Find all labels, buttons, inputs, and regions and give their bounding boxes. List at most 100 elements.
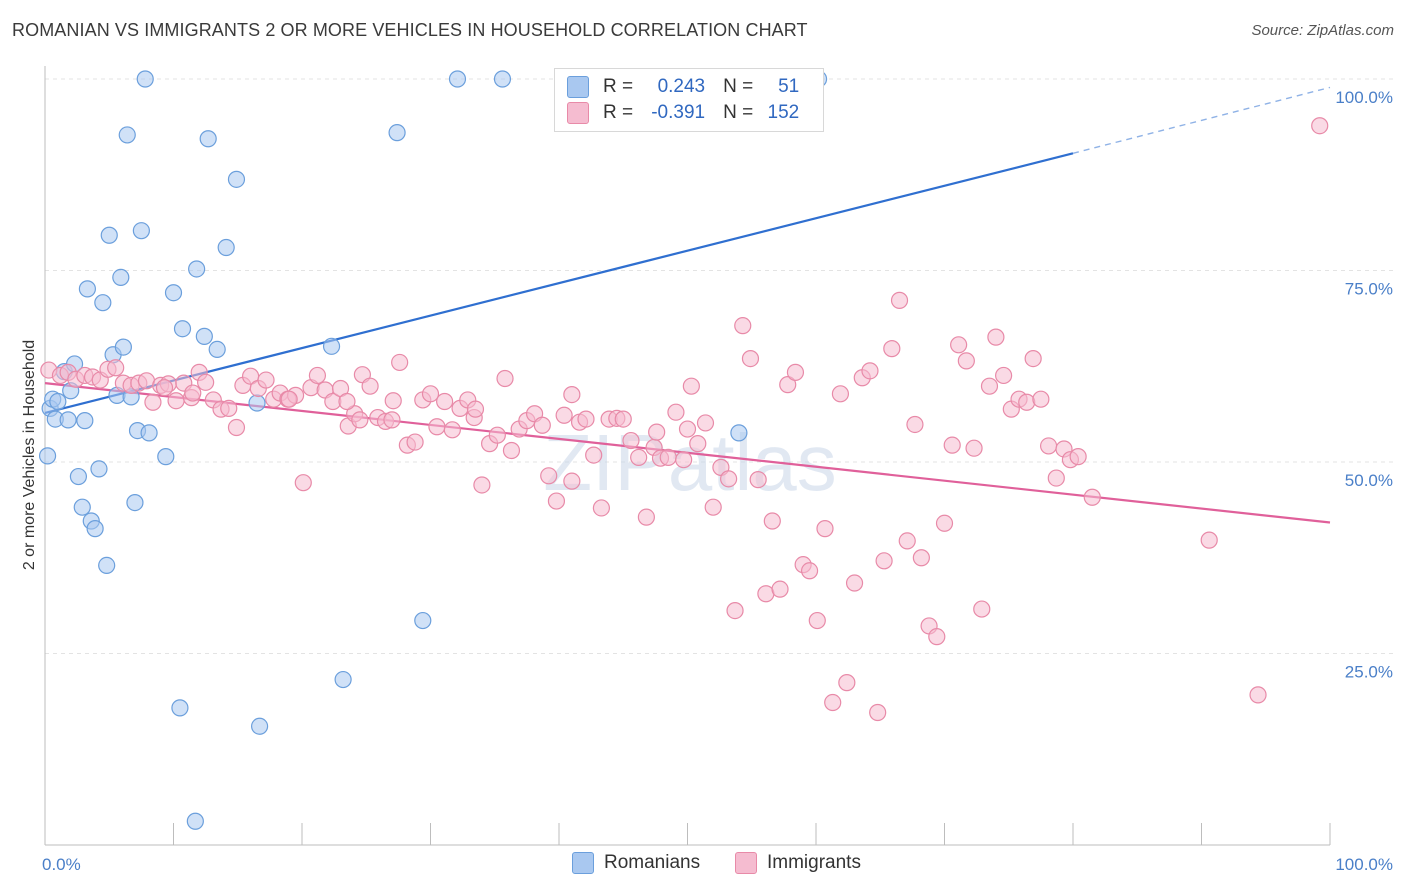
immigrants-point <box>1047 469 1065 487</box>
immigrants-point <box>816 520 834 538</box>
stats-legend: R = 0.243 N = 51 R = -0.391 N = 152 <box>554 68 824 132</box>
immigrants-point <box>473 476 491 494</box>
x-tick-label: 0.0% <box>42 855 81 874</box>
r-label: R = <box>603 102 634 123</box>
romanians-point <box>217 238 235 257</box>
romanians-point <box>227 170 246 188</box>
r-value: 0.243 <box>657 76 706 97</box>
immigrants-point <box>648 423 666 441</box>
romanians-point <box>730 424 748 442</box>
immigrants-point <box>720 470 738 488</box>
immigrants-point <box>436 392 454 411</box>
immigrants-point <box>950 336 968 354</box>
y-tick-label: 50.0% <box>1345 471 1393 490</box>
romanians-point <box>114 338 132 356</box>
romanians-point <box>199 130 217 148</box>
immigrants-point <box>741 349 760 368</box>
immigrants-point <box>845 574 864 592</box>
romanians-point <box>136 70 154 88</box>
legend-label-immigrants: Immigrants <box>767 852 861 873</box>
immigrants-point <box>965 439 983 457</box>
immigrants-point <box>838 674 856 692</box>
immigrants-point <box>995 366 1013 385</box>
immigrants-point <box>875 552 893 570</box>
y-axis-label: 2 or more Vehicles in Household <box>21 340 38 570</box>
immigrants-point <box>1024 349 1042 368</box>
immigrants-point <box>637 508 655 526</box>
immigrants-point <box>898 532 916 550</box>
immigrants-point <box>869 703 887 722</box>
romanians-point <box>195 327 213 345</box>
immigrants-point <box>107 359 125 377</box>
immigrants-point <box>675 451 693 469</box>
immigrants-point <box>726 602 744 620</box>
y-tick-label: 25.0% <box>1345 663 1393 682</box>
romanians-point <box>208 340 226 358</box>
romanians-point <box>69 467 88 486</box>
romanians-swatch <box>567 76 589 98</box>
immigrants-swatch <box>735 852 757 874</box>
immigrants-point <box>935 514 954 532</box>
immigrants-point <box>682 377 700 395</box>
grid-lines <box>45 78 1395 654</box>
immigrants-point <box>824 693 842 712</box>
romanians-point <box>164 284 183 302</box>
legend-item-immigrants[interactable]: Immigrants <box>735 852 861 874</box>
n-value: 51 <box>778 76 800 97</box>
legend-item-romanians[interactable]: Romanians <box>572 852 700 874</box>
romanians-point <box>157 448 175 466</box>
immigrants-point <box>957 352 975 370</box>
y-tick-label: 75.0% <box>1345 280 1393 299</box>
immigrants-point <box>563 472 581 490</box>
legend-row-immigrants: R = -0.391 N = 152 <box>567 101 799 125</box>
n-value: 152 <box>767 102 800 123</box>
immigrants-point <box>883 340 901 358</box>
romanians-point <box>171 699 189 717</box>
immigrants-point <box>294 474 312 492</box>
immigrants-point <box>1249 686 1267 704</box>
n-label: N = <box>723 76 754 97</box>
source-label: Source: ZipAtlas.com <box>1251 22 1394 39</box>
immigrants-point <box>488 426 506 444</box>
romanians-swatch <box>572 852 594 874</box>
romanians-point <box>76 412 94 430</box>
romanians-point <box>49 392 67 411</box>
immigrants-point <box>861 362 879 380</box>
immigrants-point <box>540 467 558 485</box>
immigrants-point <box>749 471 767 489</box>
immigrants-point <box>144 393 162 411</box>
immigrants-point <box>1083 488 1101 506</box>
romanians-trend-line <box>44 152 1074 415</box>
romanians-point <box>188 260 206 278</box>
immigrants-point <box>555 406 573 424</box>
immigrants-point <box>406 433 424 451</box>
immigrants-swatch <box>567 102 589 124</box>
immigrants-point <box>585 446 603 464</box>
immigrants-point <box>1018 393 1036 411</box>
romanians-point <box>94 294 112 312</box>
immigrants-point <box>577 410 595 428</box>
immigrants-point <box>734 317 752 335</box>
romanians-point <box>86 520 104 538</box>
immigrants-point <box>383 411 401 429</box>
immigrants-point <box>227 418 246 437</box>
immigrants-point <box>466 400 485 418</box>
x-tick-labels: 0.0% 100.0% <box>42 855 1393 874</box>
romanians-point <box>448 70 467 88</box>
romanians-point <box>173 320 192 338</box>
immigrants-point <box>351 411 369 429</box>
immigrants-point <box>667 403 685 421</box>
y-tick-label: 100.0% <box>1335 88 1393 107</box>
immigrants-point <box>1200 531 1218 549</box>
romanians-point <box>322 337 341 355</box>
romanians-point <box>140 424 158 442</box>
romanians-point <box>186 812 204 830</box>
immigrants-point <box>622 431 640 450</box>
immigrants-point <box>1032 390 1050 408</box>
legend-row-romanians: R = 0.243 N = 51 <box>567 75 799 99</box>
y-tick-labels: 25.0% 50.0% 75.0% 100.0% <box>1335 88 1393 682</box>
n-label: N = <box>723 102 754 123</box>
romanians-point <box>118 126 136 144</box>
immigrants-point <box>763 512 781 530</box>
